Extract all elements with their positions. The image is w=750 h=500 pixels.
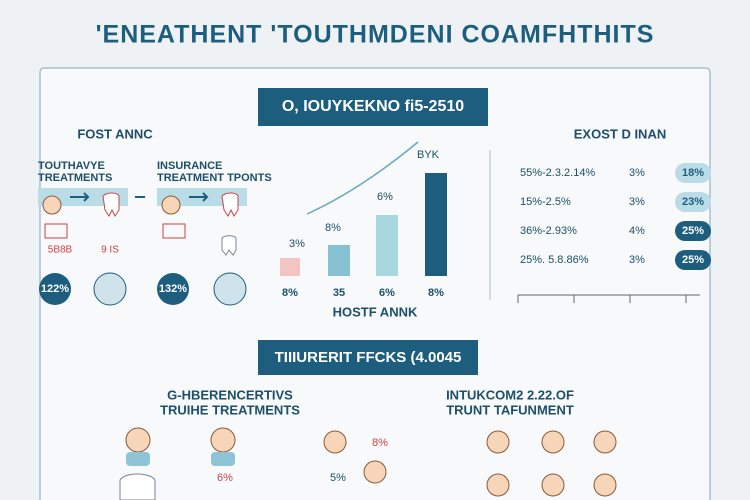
pill: [675, 163, 711, 183]
section-title: G-HBERENCERTIVS: [167, 387, 293, 402]
bar-label: 3%: [289, 238, 305, 250]
bar: [425, 173, 447, 276]
bar: [328, 245, 350, 276]
banner: [258, 88, 488, 126]
face-icon: [486, 430, 510, 454]
col-label: INSURANCE: [157, 160, 222, 172]
pill-text: 25%: [682, 254, 704, 266]
tooth-icon: [221, 192, 239, 217]
arrow: [70, 192, 209, 202]
bar-label: 6%: [377, 191, 393, 203]
badge-text: 122%: [41, 283, 69, 295]
col-label: TREATMENTS: [38, 172, 112, 184]
pill: [675, 192, 711, 212]
pill: [675, 221, 711, 241]
row-range: 36%-2.93%: [520, 225, 577, 237]
face-icon: [210, 427, 236, 453]
axis-label: 6%: [379, 287, 395, 299]
left-title: FOST ANNC: [77, 126, 153, 141]
bar: [280, 258, 300, 276]
note: 9 IS: [101, 245, 119, 256]
face-icon: [125, 427, 151, 453]
axis-ticks: [517, 295, 687, 303]
face-icon: [593, 473, 617, 497]
trend-arrow: [306, 141, 419, 215]
pill-text: 18%: [682, 167, 704, 179]
row-share: 3%: [629, 167, 645, 179]
banner-text: O, IOUYKEKNO fi5-2510: [282, 98, 464, 115]
row-share: 3%: [629, 196, 645, 208]
section-title: TRUNT TAFUNMENT: [446, 402, 574, 417]
tooth-badge: [93, 272, 127, 306]
tooth-badge: [213, 272, 247, 306]
axis-label: 8%: [428, 287, 444, 299]
note: 8%: [372, 437, 388, 449]
pill-text: 23%: [682, 196, 704, 208]
badge-text: 132%: [159, 283, 187, 295]
tooth-icon: [102, 192, 120, 217]
face-icon: [541, 473, 565, 497]
note: 6%: [217, 472, 233, 484]
badge: [39, 273, 71, 305]
face-icon: [161, 195, 181, 215]
page-title: 'ENEATHENT 'TOUTHMDENI COAMFHTHITS: [96, 21, 655, 49]
row-share: 3%: [629, 254, 645, 266]
col-label: TOUTHAVYE: [38, 160, 105, 172]
pill-text: 25%: [682, 225, 704, 237]
face-icon: [593, 430, 617, 454]
row-range: 15%-2.5%: [520, 196, 571, 208]
face-icon: [42, 195, 62, 215]
face-icon: [541, 430, 565, 454]
face-icon: [323, 430, 347, 454]
row-range: 25%. 5.8.86%: [520, 254, 589, 266]
section-title: TRUIHE TREATMENTS: [160, 402, 300, 417]
icon: [44, 223, 68, 239]
pill: [675, 250, 711, 270]
row-range: 55%-2.3.2.14%: [520, 167, 595, 179]
note: 5%: [330, 472, 346, 484]
chart-caption: HOSTF ANNK: [333, 304, 418, 319]
banner: [258, 340, 478, 375]
axis-label: 35: [333, 287, 345, 299]
tooth-icon: [119, 473, 156, 500]
icon: [162, 223, 186, 239]
col-label: TREATMENT TPONTS: [157, 172, 272, 184]
bar: [376, 215, 398, 276]
row-share: 4%: [629, 225, 645, 237]
face-icon: [486, 473, 510, 497]
note: 5B8B: [48, 245, 73, 256]
right-rows: 55%-2.3.2.14% 3% 18% 15%-2.5% 3% 23% 36%-2.93%…: [520, 163, 711, 270]
badge: [157, 273, 189, 305]
shirt: [126, 452, 150, 466]
axis-label: 8%: [282, 287, 298, 299]
section-title: INTUKCOM2 2.22.OF: [446, 387, 574, 402]
right-title: EXOST D INAN: [574, 126, 666, 141]
tooth-icon: [221, 235, 237, 256]
bar-label: 8%: [325, 222, 341, 234]
face-icon: [363, 460, 387, 484]
bar-label: BYK: [417, 149, 440, 161]
banner-text: TIIIURERIT FFCKS (4.0045: [275, 349, 462, 366]
shirt: [211, 452, 235, 466]
people: [119, 427, 617, 500]
